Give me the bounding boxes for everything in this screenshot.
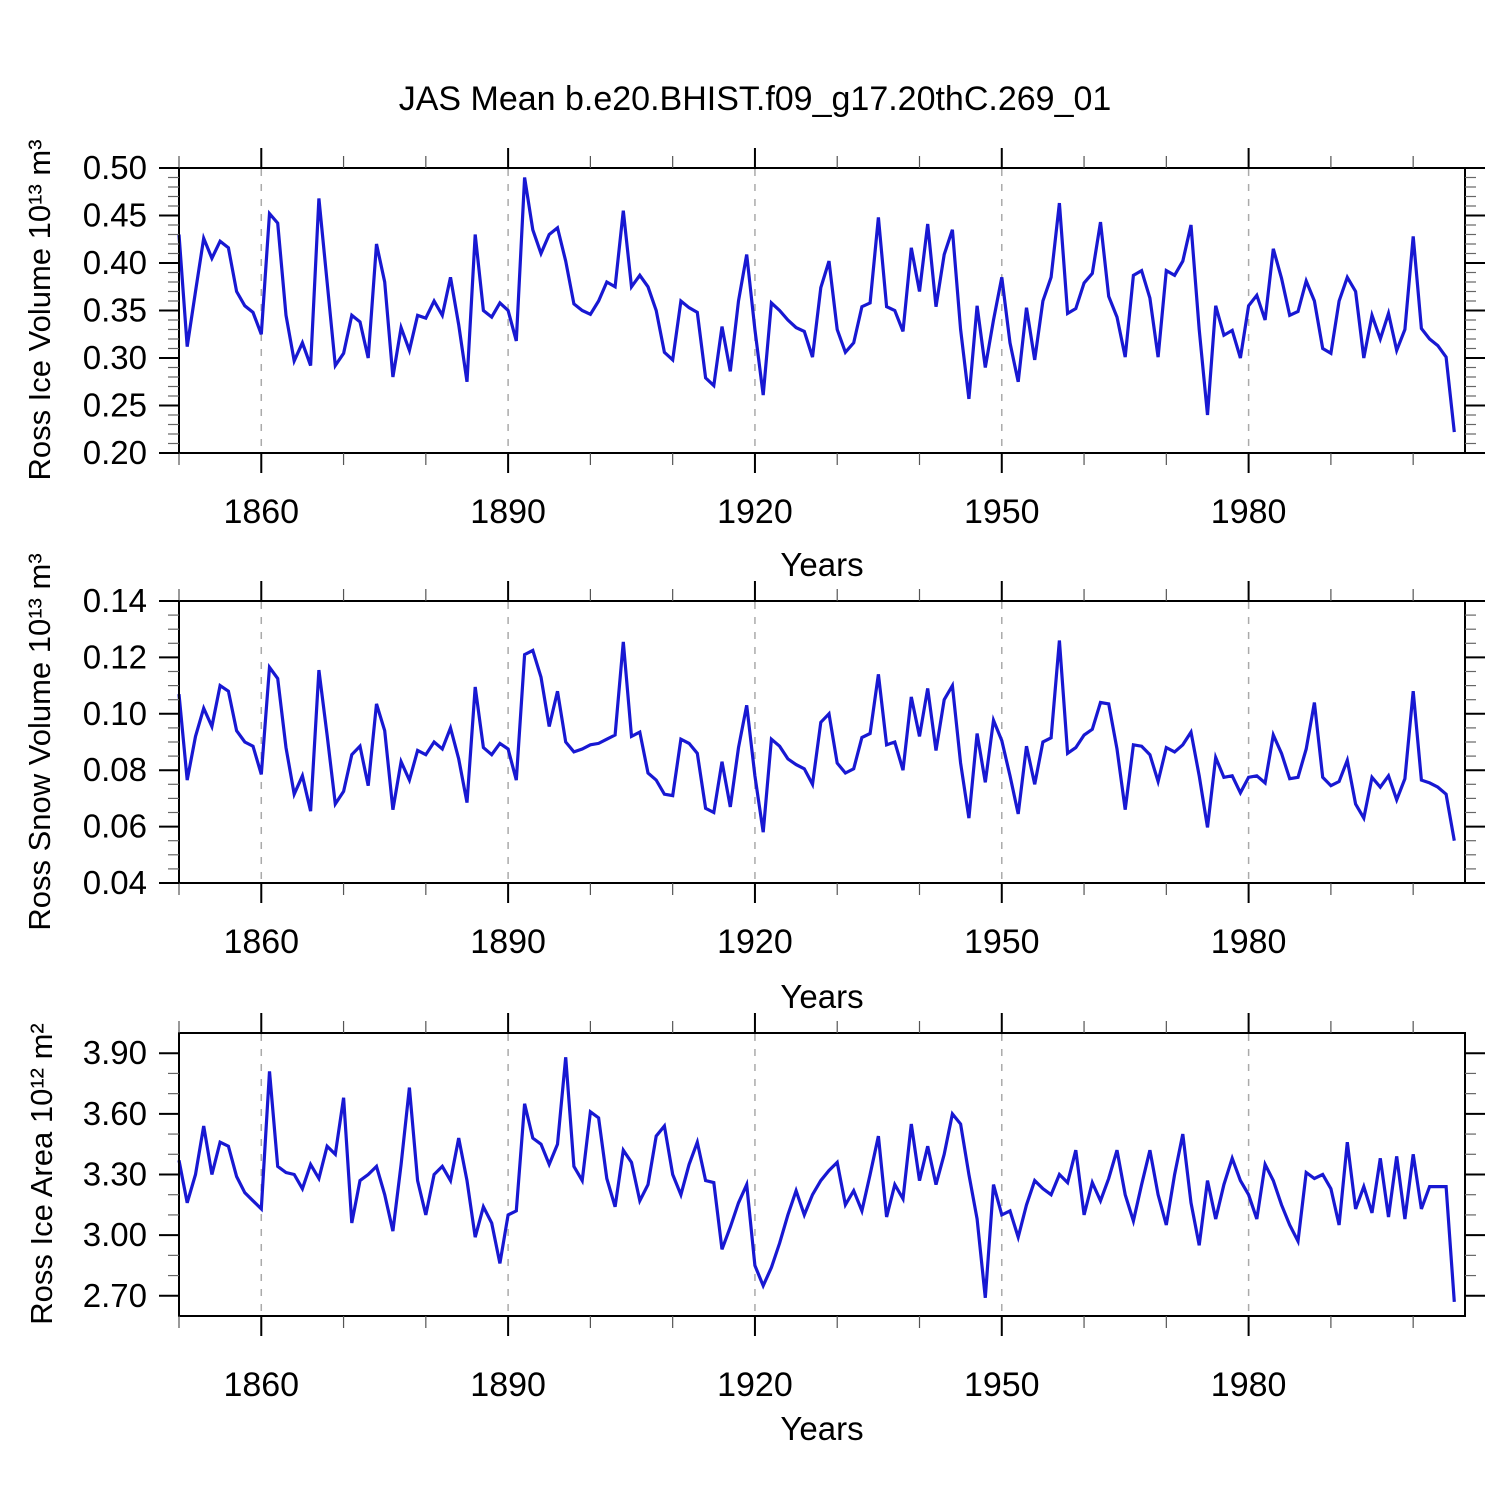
y-tick-label: 0.10 — [83, 695, 147, 732]
x-tick-label-1860: 1860 — [223, 493, 299, 531]
y-tick-label: 0.12 — [83, 638, 147, 675]
y-tick-label: 0.25 — [83, 387, 147, 424]
x-tick-label-1890: 1890 — [470, 923, 546, 961]
x-tick-label-1890: 1890 — [470, 493, 546, 531]
y-tick-label: 0.35 — [83, 292, 147, 329]
x-axis-title-panel2: Years — [780, 978, 864, 1015]
y-tick-label: 0.30 — [83, 339, 147, 376]
x-tick-label-1890: 1890 — [470, 1366, 546, 1404]
chart-title: JAS Mean b.e20.BHIST.f09_g17.20thC.269_0… — [398, 80, 1112, 118]
plot-box-2 — [178, 1032, 1466, 1317]
x-tick-label-1950: 1950 — [964, 923, 1040, 961]
x-tick-label-1980: 1980 — [1211, 493, 1287, 531]
y-tick-label: 0.08 — [83, 751, 147, 788]
x-tick-label-1860: 1860 — [223, 923, 299, 961]
x-axis-title-panel1: Years — [780, 546, 864, 583]
y-tick-label: 0.50 — [83, 149, 147, 186]
y-tick-label: 0.20 — [83, 434, 147, 471]
y-tick-label: 0.14 — [83, 582, 147, 619]
y-tick-label: 3.60 — [83, 1095, 147, 1132]
y-tick-label: 0.04 — [83, 864, 147, 901]
y-tick-label: 2.70 — [83, 1277, 147, 1314]
x-tick-label-1950: 1950 — [964, 1366, 1040, 1404]
y-tick-label: 0.06 — [83, 808, 147, 845]
y-tick-label: 0.45 — [83, 197, 147, 234]
x-tick-label-1920: 1920 — [717, 923, 793, 961]
y-tick-label: 3.90 — [83, 1034, 147, 1071]
x-axis-title-panel3: Years — [780, 1410, 864, 1447]
x-tick-label-1980: 1980 — [1211, 923, 1287, 961]
data-line-1 — [177, 640, 1456, 841]
x-tick-label-1920: 1920 — [717, 1366, 793, 1404]
y-tick-label: 3.30 — [83, 1156, 147, 1193]
x-tick-label-1950: 1950 — [964, 493, 1040, 531]
data-line-0 — [177, 177, 1456, 433]
x-tick-label-1920: 1920 — [717, 493, 793, 531]
y-tick-label: 0.40 — [83, 244, 147, 281]
y-tick-label: 3.00 — [83, 1216, 147, 1253]
data-line-2 — [177, 1057, 1456, 1303]
x-tick-label-1860: 1860 — [223, 1366, 299, 1404]
x-tick-label-1980: 1980 — [1211, 1366, 1287, 1404]
